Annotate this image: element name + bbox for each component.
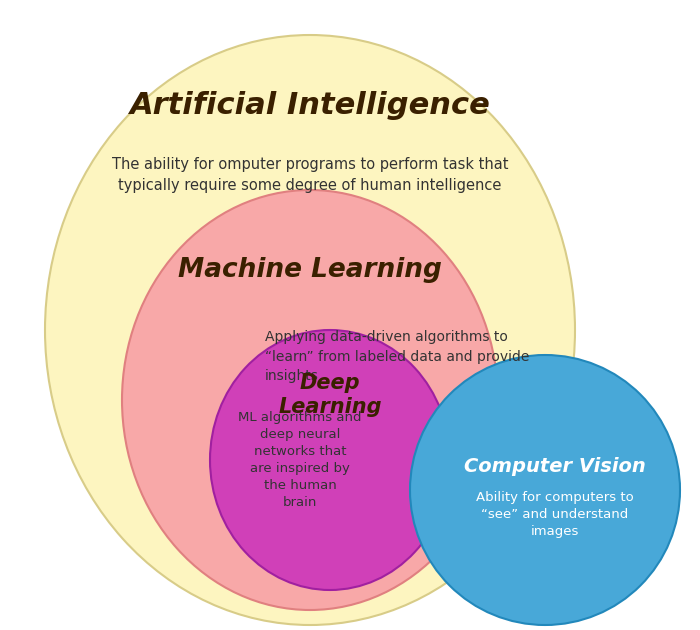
- Ellipse shape: [45, 35, 575, 625]
- Text: Artificial Intelligence: Artificial Intelligence: [130, 91, 491, 120]
- Text: Deep
Learning: Deep Learning: [278, 374, 382, 416]
- Text: Ability for computers to
“see” and understand
images: Ability for computers to “see” and under…: [476, 491, 634, 539]
- Ellipse shape: [210, 330, 450, 590]
- Ellipse shape: [122, 190, 498, 610]
- Text: Applying data-driven algorithms to
“learn” from labeled data and provide
insight: Applying data-driven algorithms to “lear…: [265, 330, 529, 383]
- Circle shape: [410, 355, 680, 625]
- Text: The ability for omputer programs to perform task that
typically require some deg: The ability for omputer programs to perf…: [112, 157, 508, 193]
- Text: Machine Learning: Machine Learning: [178, 257, 442, 283]
- Text: Computer Vision: Computer Vision: [464, 457, 646, 476]
- Text: ML algorithms and
deep neural
networks that
are inspired by
the human
brain: ML algorithms and deep neural networks t…: [238, 411, 362, 509]
